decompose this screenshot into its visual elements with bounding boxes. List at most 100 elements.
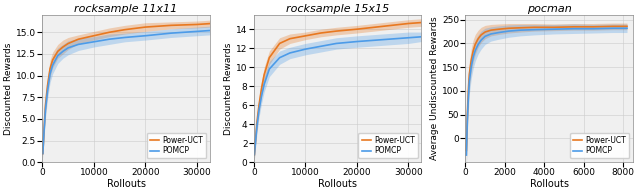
Power-UCT (531, 26, 538, 28)
POMCP (253, 125, 260, 127)
POMCP (353, 40, 361, 43)
Power-UCT (467, 59, 475, 61)
Power-UCT (317, 32, 324, 34)
Power-UCT (253, 121, 260, 124)
Power-UCT (276, 42, 284, 45)
POMCP (477, 39, 485, 41)
Line: Power-UCT: Power-UCT (43, 24, 210, 154)
POMCP (505, 30, 513, 32)
POMCP (106, 38, 113, 40)
Power-UCT (495, 28, 503, 30)
POMCP (481, 35, 489, 37)
Power-UCT (266, 57, 273, 59)
Power-UCT (252, 140, 259, 142)
POMCP (463, 118, 471, 121)
Power-UCT (301, 35, 309, 37)
POMCP (260, 83, 268, 85)
Power-UCT (258, 87, 266, 89)
Y-axis label: Average Undiscounted Rewards: Average Undiscounted Rewards (430, 17, 439, 160)
Power-UCT (469, 49, 477, 52)
Power-UCT (463, 113, 471, 116)
Power-UCT (609, 25, 617, 27)
POMCP (589, 28, 597, 30)
POMCP (49, 64, 56, 66)
POMCP (39, 152, 47, 155)
POMCP (121, 36, 129, 39)
Power-UCT (589, 26, 597, 28)
POMCP (516, 29, 524, 31)
Power-UCT (333, 30, 340, 32)
Power-UCT (465, 73, 473, 75)
POMCP (474, 43, 482, 46)
Line: POMCP: POMCP (467, 28, 627, 155)
Power-UCT (570, 26, 578, 28)
Power-UCT (472, 43, 479, 46)
POMCP (250, 153, 258, 156)
Y-axis label: Discounted Rewards: Discounted Rewards (4, 42, 13, 135)
POMCP (550, 28, 558, 30)
Power-UCT (286, 37, 294, 40)
Power-UCT (46, 68, 54, 70)
Power-UCT (106, 31, 113, 33)
POMCP (46, 73, 54, 75)
POMCP (495, 31, 503, 34)
Power-UCT (75, 38, 83, 40)
Power-UCT (353, 28, 361, 30)
POMCP (623, 27, 631, 29)
Title: rocksample 15x15: rocksample 15x15 (286, 4, 389, 14)
POMCP (301, 48, 309, 50)
Power-UCT (49, 59, 56, 61)
Power-UCT (417, 21, 425, 24)
POMCP (487, 33, 495, 35)
POMCP (609, 27, 617, 29)
Power-UCT (64, 42, 72, 45)
POMCP (258, 95, 266, 97)
POMCP (333, 42, 340, 45)
POMCP (90, 41, 98, 43)
POMCP (404, 37, 412, 39)
POMCP (54, 54, 61, 57)
Power-UCT (141, 26, 149, 28)
X-axis label: Rollouts: Rollouts (107, 179, 145, 189)
POMCP (206, 29, 214, 32)
Power-UCT (59, 46, 67, 48)
POMCP (465, 80, 473, 83)
POMCP (64, 47, 72, 49)
POMCP (463, 154, 470, 156)
POMCP (465, 97, 472, 99)
POMCP (570, 28, 578, 30)
POMCP (286, 52, 294, 54)
POMCP (276, 57, 284, 59)
POMCP (417, 36, 425, 38)
Power-UCT (379, 25, 387, 27)
Line: POMCP: POMCP (254, 37, 421, 155)
Power-UCT (477, 34, 485, 36)
Power-UCT (481, 31, 489, 33)
Power-UCT (463, 149, 470, 152)
POMCP (44, 90, 51, 92)
X-axis label: Rollouts: Rollouts (530, 179, 569, 189)
Title: rocksample 11x11: rocksample 11x11 (74, 4, 178, 14)
Power-UCT (465, 90, 472, 92)
POMCP (531, 29, 538, 31)
POMCP (42, 109, 49, 111)
Y-axis label: Discounted Rewards: Discounted Rewards (224, 42, 234, 135)
Power-UCT (121, 29, 129, 31)
Power-UCT (90, 35, 98, 37)
Power-UCT (550, 26, 558, 28)
POMCP (59, 50, 67, 52)
Power-UCT (44, 85, 51, 87)
Power-UCT (167, 24, 175, 26)
Power-UCT (39, 152, 47, 155)
Legend: Power-UCT, POMCP: Power-UCT, POMCP (570, 133, 629, 158)
Power-UCT (487, 29, 495, 31)
Power-UCT (505, 27, 513, 29)
POMCP (469, 56, 477, 58)
POMCP (193, 30, 201, 33)
Power-UCT (623, 25, 631, 27)
Power-UCT (474, 37, 482, 40)
Power-UCT (250, 153, 258, 156)
Power-UCT (54, 50, 61, 52)
Power-UCT (42, 105, 49, 107)
POMCP (266, 68, 273, 70)
